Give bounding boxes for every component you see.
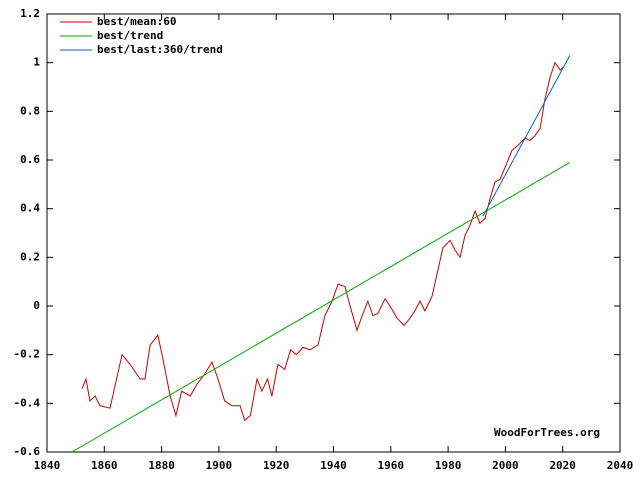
watermark: WoodForTrees.org <box>494 426 600 439</box>
y-tick-label: -0.6 <box>14 445 41 458</box>
x-tick-label: 1880 <box>148 459 175 472</box>
data-line <box>482 55 571 217</box>
y-tick-label: 0.2 <box>20 250 40 263</box>
data-line <box>71 161 571 453</box>
x-tick-label: 1960 <box>378 459 405 472</box>
y-tick-label: 0.8 <box>20 104 40 117</box>
x-tick-label: 1900 <box>206 459 233 472</box>
y-tick-label: 0 <box>33 299 40 312</box>
y-tick-label: 0.4 <box>20 202 40 215</box>
x-tick-label: 1840 <box>34 459 61 472</box>
y-tick-label: 1 <box>33 56 40 69</box>
x-tick-label: 1920 <box>263 459 290 472</box>
x-tick-label: 1860 <box>91 459 118 472</box>
x-tick-label: 2020 <box>549 459 576 472</box>
legend-label: best/last:360/trend <box>97 43 223 56</box>
y-tick-label: 1.2 <box>20 7 40 20</box>
x-tick-label: 2000 <box>492 459 519 472</box>
legend-label: best/trend <box>97 29 163 42</box>
legend-label: best/mean:60 <box>97 15 176 28</box>
y-tick-label: -0.4 <box>14 396 41 409</box>
y-tick-label: 0.6 <box>20 153 40 166</box>
x-tick-label: 2040 <box>607 459 634 472</box>
data-line <box>81 61 564 422</box>
x-tick-label: 1980 <box>435 459 462 472</box>
y-tick-label: -0.2 <box>14 348 41 361</box>
x-tick-label: 1940 <box>320 459 347 472</box>
